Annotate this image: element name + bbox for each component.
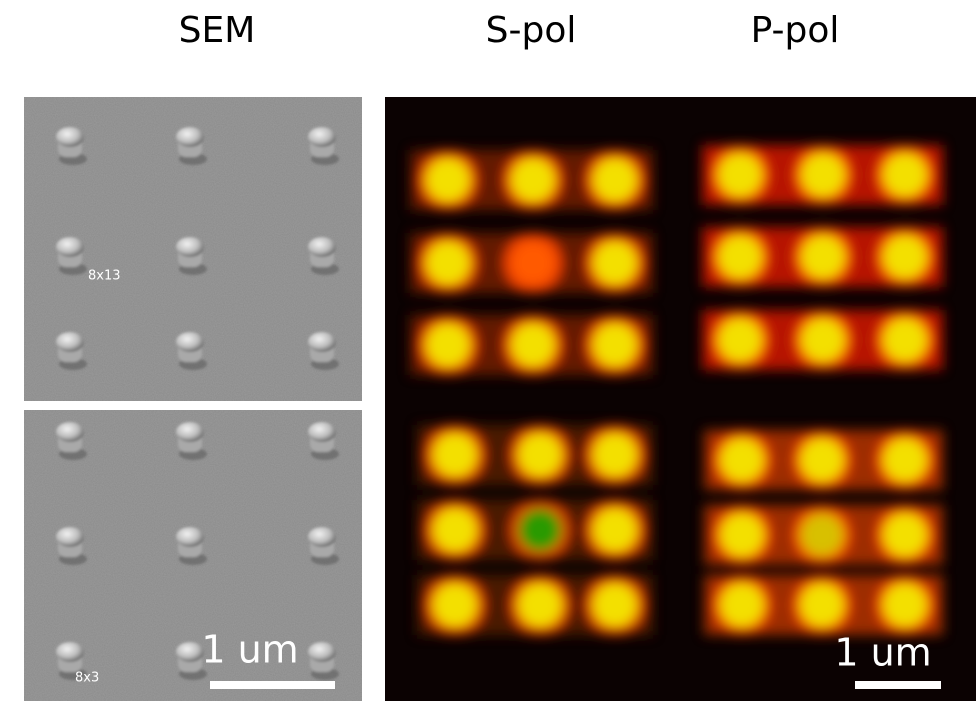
optical-image xyxy=(385,97,976,701)
spot xyxy=(593,158,637,202)
scale-label: 1 um xyxy=(201,628,298,672)
spot xyxy=(593,323,637,367)
sem-image xyxy=(24,97,362,701)
scale-label: 1 um xyxy=(834,631,931,675)
spot xyxy=(720,513,764,557)
spot xyxy=(426,323,470,367)
spot xyxy=(593,508,637,552)
spot xyxy=(718,235,762,279)
spot xyxy=(720,438,764,482)
spot xyxy=(433,508,477,552)
spot xyxy=(801,235,845,279)
sample-label: 8x13 xyxy=(88,269,121,284)
spot xyxy=(511,241,555,285)
spot xyxy=(800,583,844,627)
spot xyxy=(718,318,762,362)
spot xyxy=(883,235,927,279)
sample-label: 8x3 xyxy=(75,671,99,686)
spot xyxy=(593,241,637,285)
spot xyxy=(593,433,637,477)
spot xyxy=(883,153,927,197)
spot xyxy=(426,241,470,285)
spot xyxy=(433,583,477,627)
spot xyxy=(720,583,764,627)
spot xyxy=(511,158,555,202)
spot xyxy=(883,513,927,557)
spot xyxy=(433,433,477,477)
title: SEM xyxy=(179,10,256,51)
spot xyxy=(511,323,555,367)
spot xyxy=(593,583,637,627)
spot xyxy=(801,153,845,197)
spot xyxy=(883,438,927,482)
spot xyxy=(883,583,927,627)
spot xyxy=(426,158,470,202)
spot xyxy=(518,583,562,627)
spot xyxy=(800,438,844,482)
figure: SEM S-pol P-pol 8x13 8x3 1 um 1 um xyxy=(0,0,976,701)
spot xyxy=(883,318,927,362)
spot xyxy=(800,513,844,557)
spot xyxy=(801,318,845,362)
spot xyxy=(718,153,762,197)
title: S-pol xyxy=(486,10,577,51)
spot xyxy=(518,433,562,477)
title: P-pol xyxy=(751,10,840,51)
spot xyxy=(518,508,562,552)
